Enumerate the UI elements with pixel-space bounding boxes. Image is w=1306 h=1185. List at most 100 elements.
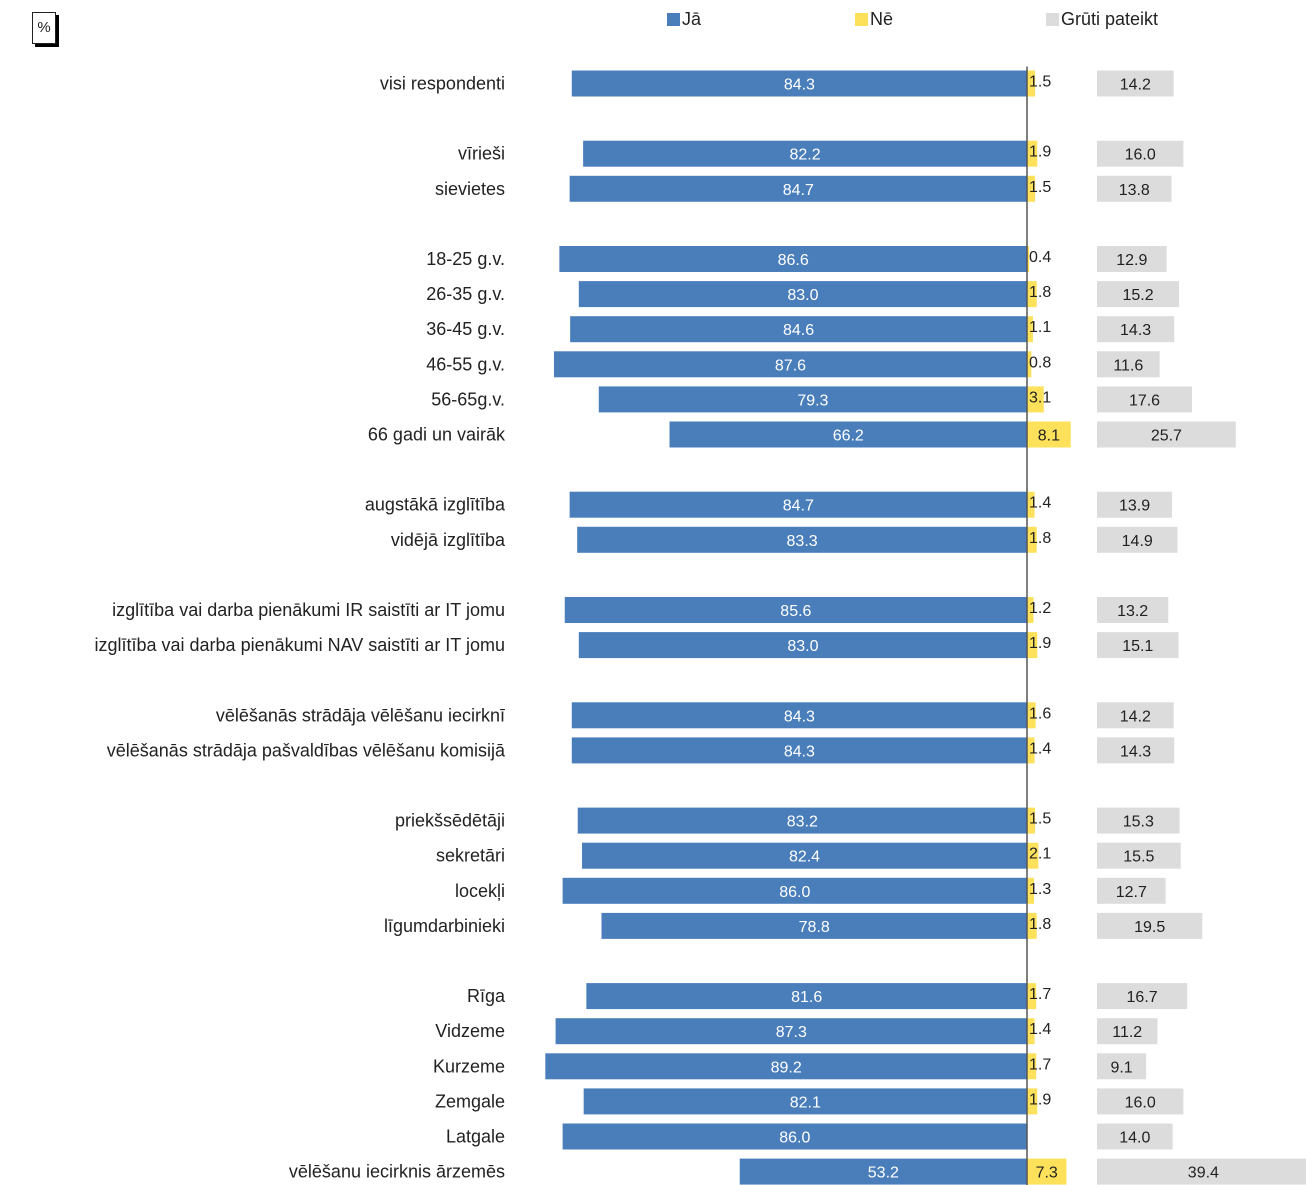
data-label-hard: 15.1 <box>1122 638 1153 655</box>
data-label-hard: 25.7 <box>1151 428 1182 445</box>
category-label: sekretāri <box>436 846 505 866</box>
data-label-hard: 16.0 <box>1125 1094 1156 1111</box>
data-label-no: 1.5 <box>1029 74 1051 91</box>
data-label-no: 1.8 <box>1029 916 1051 933</box>
data-label-hard: 19.5 <box>1134 919 1165 936</box>
data-label-no: 2.1 <box>1029 846 1051 863</box>
data-label-no: 1.5 <box>1029 179 1051 196</box>
data-label-hard: 11.6 <box>1113 357 1143 374</box>
data-label-yes: 83.3 <box>787 533 818 550</box>
data-label-hard: 17.6 <box>1129 392 1160 409</box>
data-label-hard: 15.5 <box>1123 849 1154 866</box>
data-label-no: 8.1 <box>1038 428 1060 445</box>
data-label-yes: 83.0 <box>787 287 818 304</box>
data-label-no: 3.1 <box>1029 389 1051 406</box>
category-label: vīrieši <box>458 144 505 164</box>
data-label-hard: 39.4 <box>1188 1165 1219 1182</box>
category-label: Kurzeme <box>433 1056 505 1076</box>
data-label-hard: 13.8 <box>1119 182 1150 199</box>
data-label-hard: 14.9 <box>1122 533 1153 550</box>
data-label-no: 1.2 <box>1029 600 1051 617</box>
data-label-no: 1.7 <box>1029 986 1051 1003</box>
data-label-no: 1.8 <box>1029 284 1051 301</box>
category-label: 56-65g.v. <box>431 389 505 409</box>
data-label-yes: 84.3 <box>784 708 815 725</box>
data-label-yes: 84.3 <box>784 77 815 94</box>
category-label: Rīga <box>467 986 506 1006</box>
data-label-yes: 87.6 <box>775 357 806 374</box>
data-label-hard: 14.3 <box>1120 322 1151 339</box>
category-label: izglītība vai darba pienākumi NAV saistī… <box>94 635 505 655</box>
category-label: Zemgale <box>435 1091 505 1111</box>
data-label-no: 1.3 <box>1029 881 1051 898</box>
data-label-yes: 87.3 <box>776 1024 807 1041</box>
data-label-hard: 14.0 <box>1119 1130 1150 1147</box>
data-label-yes: 82.4 <box>789 849 820 866</box>
data-label-no: 1.5 <box>1029 811 1051 828</box>
data-label-hard: 14.2 <box>1120 77 1151 94</box>
data-label-no: 1.7 <box>1029 1056 1051 1073</box>
data-label-no: 1.9 <box>1029 144 1051 161</box>
data-label-no: 1.1 <box>1029 319 1051 336</box>
data-label-yes: 86.6 <box>778 252 809 269</box>
data-label-yes: 79.3 <box>797 392 828 409</box>
category-label: sievietes <box>435 179 505 199</box>
category-label: vēlēšanu iecirknis ārzemēs <box>289 1162 505 1182</box>
data-label-yes: 81.6 <box>791 989 822 1006</box>
category-label: izglītība vai darba pienākumi IR saistīt… <box>112 600 505 620</box>
category-label: augstākā izglītība <box>365 495 506 515</box>
category-label: 36-45 g.v. <box>426 319 505 339</box>
data-label-no: 1.4 <box>1029 1021 1051 1038</box>
data-label-hard: 15.2 <box>1122 287 1153 304</box>
data-label-no: 0.8 <box>1029 354 1051 371</box>
category-label: priekšsēdētāji <box>395 811 505 831</box>
data-label-hard: 9.1 <box>1110 1059 1132 1076</box>
data-label-no: 1.9 <box>1029 1091 1051 1108</box>
category-label: visi respondenti <box>380 74 505 94</box>
data-label-yes: 86.0 <box>779 884 810 901</box>
data-label-hard: 16.7 <box>1127 989 1158 1006</box>
data-label-yes: 84.6 <box>783 322 814 339</box>
data-label-hard: 12.7 <box>1116 884 1147 901</box>
data-label-yes: 84.7 <box>783 182 814 199</box>
data-label-hard: 13.2 <box>1117 603 1148 620</box>
data-label-yes: 84.7 <box>783 498 814 515</box>
data-label-no: 1.6 <box>1029 705 1051 722</box>
data-label-yes: 53.2 <box>868 1165 899 1182</box>
category-label: Latgale <box>446 1127 505 1147</box>
data-label-yes: 86.0 <box>779 1130 810 1147</box>
data-label-yes: 82.2 <box>789 147 820 164</box>
data-label-yes: 83.0 <box>787 638 818 655</box>
data-label-yes: 85.6 <box>780 603 811 620</box>
category-label: 18-25 g.v. <box>426 249 505 269</box>
category-label: 26-35 g.v. <box>426 284 505 304</box>
data-label-no: 1.8 <box>1029 530 1051 547</box>
data-label-hard: 12.9 <box>1116 252 1147 269</box>
data-label-hard: 11.2 <box>1112 1024 1142 1041</box>
data-label-hard: 15.3 <box>1123 814 1154 831</box>
data-label-no: 0.4 <box>1029 249 1051 266</box>
data-label-no: 1.4 <box>1029 495 1051 512</box>
category-label: Vidzeme <box>435 1021 505 1041</box>
category-label: vēlēšanās strādāja pašvaldības vēlēšanu … <box>107 740 506 760</box>
category-label: 66 gadi un vairāk <box>368 425 506 445</box>
data-label-hard: 13.9 <box>1119 498 1150 515</box>
data-label-yes: 89.2 <box>771 1059 802 1076</box>
data-label-no: 1.4 <box>1029 740 1051 757</box>
category-label: 46-55 g.v. <box>426 354 505 374</box>
data-label-no: 7.3 <box>1036 1165 1058 1182</box>
data-label-yes: 83.2 <box>787 814 818 831</box>
data-label-no: 1.9 <box>1029 635 1051 652</box>
data-label-yes: 66.2 <box>833 428 864 445</box>
data-label-hard: 16.0 <box>1125 147 1156 164</box>
category-label: līgumdarbinieki <box>384 916 505 936</box>
data-label-yes: 84.3 <box>784 743 815 760</box>
data-label-hard: 14.3 <box>1120 743 1151 760</box>
category-label: vēlēšanās strādāja vēlēšanu iecirknī <box>216 705 505 725</box>
data-label-yes: 78.8 <box>799 919 830 936</box>
data-label-hard: 14.2 <box>1120 708 1151 725</box>
data-label-yes: 82.1 <box>790 1094 821 1111</box>
category-label: vidējā izglītība <box>391 530 506 550</box>
category-label: locekļi <box>455 881 505 901</box>
